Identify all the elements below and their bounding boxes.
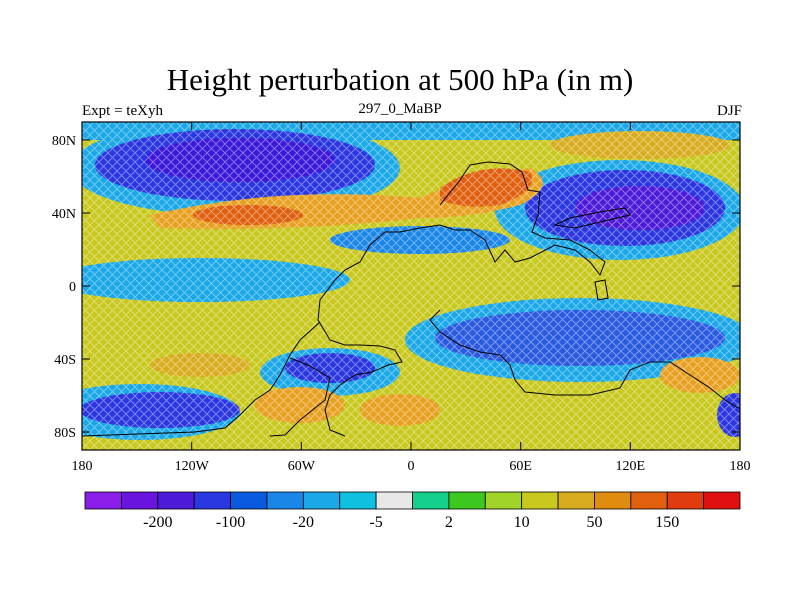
colorbar-swatch [84,491,122,510]
colorbar-swatch [193,491,231,510]
coastline-asia-island [553,207,631,229]
plot-title: Height perturbation at 500 hPa (in m) [166,62,634,97]
coastline-south-america [82,321,321,437]
season-label: DJF [716,103,742,119]
colorbar-swatch [594,491,632,510]
height-field [82,122,740,450]
lat-tick-label: 80N [52,134,76,149]
colorbar-swatch [230,491,268,510]
lon-tick-label: 120E [616,459,646,474]
colorbar-swatch [412,491,450,510]
colorbar-label: 50 [586,514,602,531]
colorbar-swatch [521,491,559,510]
lon-tick-label: 180 [730,459,751,474]
colorbar-label: 10 [514,514,530,531]
lon-tick-label: 60W [288,459,316,474]
colorbar-swatch [703,491,741,510]
colorbar-label: 2 [445,514,453,531]
lat-tick-label: 40N [52,207,76,222]
longitude-axis: 180 120W 60W 0 60E 120E 180 [72,122,751,474]
time-label: 297_0_MaBP [358,101,442,117]
colorbar-swatch [666,491,705,510]
colorbar-swatch [448,491,486,510]
colorbar-swatch [375,491,413,510]
colorbar-swatch [157,491,195,510]
lon-tick-label: 60E [509,459,532,474]
experiment-label: Expt = teXyh [82,103,163,119]
lat-tick-label: 0 [69,280,76,295]
lon-tick-label: 0 [408,459,415,474]
coastline-south [429,309,739,409]
lon-tick-label: 180 [72,459,93,474]
colorbar: -200 -100 -20 -5 2 10 50 150 [84,491,741,531]
lat-tick-label: 80S [54,426,76,441]
colorbar-swatch [120,491,159,510]
latitude-axis: 80N 40N 0 40S 80S [52,134,740,441]
colorbar-label: -100 [216,514,245,531]
colorbar-swatch [339,491,377,510]
coastline-south-america-inner [269,357,331,437]
colorbar-swatch [266,491,304,510]
hatch-overlay [82,122,740,450]
colorbar-label: 150 [655,514,679,531]
coastline-eurasia-africa [317,161,606,437]
colorbar-label: -5 [369,514,382,531]
colorbar-label: -20 [293,514,314,531]
lon-tick-label: 120W [175,459,210,474]
coastline-small-island [594,279,609,301]
colorbar-swatch [302,491,341,510]
lat-tick-label: 40S [54,353,76,368]
colorbar-label: -200 [143,514,172,531]
colorbar-swatch [630,491,668,510]
colorbar-swatch [484,491,523,510]
colorbar-swatch [557,491,595,510]
